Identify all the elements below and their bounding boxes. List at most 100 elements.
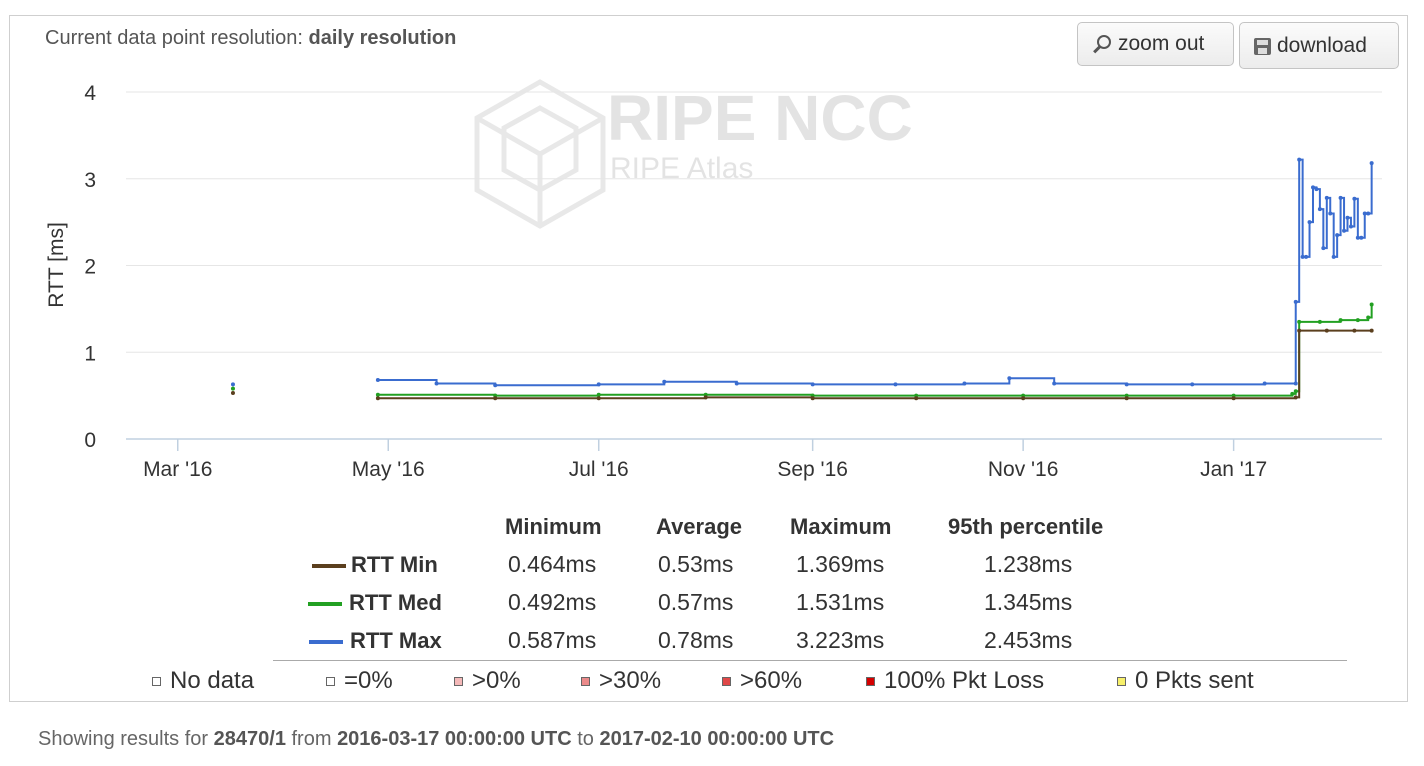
resolution-indicator: Current data point resolution: daily res… (45, 27, 456, 50)
data-point (434, 381, 439, 386)
loss-legend-100[interactable]: 100% Pkt Loss (866, 667, 1044, 695)
rtt-min-maximum: 1.369ms (796, 551, 885, 577)
data-point (1359, 235, 1364, 240)
data-point (962, 381, 967, 386)
data-point (1355, 235, 1360, 240)
data-point (1007, 376, 1012, 381)
loss-legend-zero-sent[interactable]: 0 Pkts sent (1117, 667, 1254, 695)
data-point (1297, 157, 1302, 162)
x-tick-label: Sep '16 (777, 458, 848, 481)
stats-header-minimum: Minimum (505, 514, 602, 539)
footer-from: from (291, 728, 332, 750)
loss-legend-gt0[interactable]: >0% (454, 667, 521, 695)
loss-label: 100% Pkt Loss (884, 667, 1045, 694)
data-point (1369, 302, 1374, 307)
measurement-id: 28470/1 (213, 728, 286, 750)
download-label: download (1277, 33, 1367, 57)
data-point (1293, 395, 1298, 400)
y-tick-label: 4 (84, 82, 96, 105)
loss-label: 0 Pkts sent (1135, 667, 1254, 694)
data-point (1342, 228, 1347, 233)
data-point (230, 391, 235, 396)
x-tick-label: Jan '17 (1200, 458, 1267, 481)
loss-box-icon (326, 676, 335, 686)
data-point (914, 396, 919, 401)
data-point (1338, 195, 1343, 200)
loss-box-icon (454, 676, 463, 686)
y-axis: 0 1 2 3 4 (84, 82, 96, 452)
data-point (1297, 328, 1302, 333)
loss-box-icon (866, 676, 875, 686)
data-point (1324, 328, 1329, 333)
loss-box-icon (152, 676, 161, 686)
series-line (377, 158, 1373, 387)
data-point (1369, 328, 1374, 333)
data-point (1307, 220, 1312, 225)
zoom-out-button[interactable]: zoom out (1077, 22, 1234, 66)
x-tick-label: Mar '16 (143, 458, 212, 481)
data-point (1293, 299, 1298, 304)
data-point (893, 382, 898, 387)
data-point (1324, 195, 1329, 200)
data-point (1021, 396, 1026, 401)
legend-swatch-rtt-med (308, 602, 342, 606)
data-point (1052, 381, 1057, 386)
series-rtt-min (230, 328, 1374, 401)
data-point (230, 386, 235, 391)
rtt-med-p95: 1.345ms (984, 589, 1073, 615)
x-tick-label: May '16 (352, 458, 425, 481)
data-point (1366, 315, 1371, 320)
loss-box-icon (1117, 676, 1126, 686)
data-point (1362, 211, 1367, 216)
rtt-min-p95: 1.238ms (984, 551, 1073, 577)
data-point (734, 381, 739, 386)
loss-label: >30% (599, 667, 662, 694)
data-point (1352, 196, 1357, 201)
rtt-max-maximum: 3.223ms (796, 627, 885, 653)
loss-label: No data (170, 667, 255, 694)
loss-legend-gt30[interactable]: >30% (581, 667, 661, 695)
download-button[interactable]: download (1239, 22, 1399, 69)
series-line (377, 304, 1373, 397)
floppy-disk-icon (1254, 38, 1271, 55)
data-point (1190, 382, 1195, 387)
data-point (1231, 396, 1236, 401)
data-point (662, 379, 667, 384)
legend-rtt-min[interactable]: RTT Min (351, 552, 438, 577)
grid (126, 91, 1382, 353)
stats-header-average: Average (656, 514, 743, 539)
end-time: 2017-02-10 00:00:00 UTC (599, 728, 835, 750)
loss-legend-gt60[interactable]: >60% (722, 667, 802, 695)
data-point (1317, 319, 1322, 324)
loss-legend-no-data[interactable]: No data (152, 667, 254, 695)
data-point (1355, 318, 1360, 323)
rtt-min-minimum: 0.464ms (508, 551, 597, 577)
series-line (377, 329, 1372, 400)
y-tick-label: 1 (84, 342, 96, 365)
magnifier-icon (1092, 34, 1112, 54)
data-point (1331, 254, 1336, 259)
footer-to: to (577, 728, 594, 750)
loss-box-icon (722, 676, 731, 686)
legend-swatch-rtt-min (312, 564, 346, 568)
data-point (1345, 215, 1350, 220)
legend-rtt-med[interactable]: RTT Med (349, 590, 442, 615)
rtt-max-minimum: 0.587ms (508, 627, 597, 653)
legend-separator (273, 660, 1347, 661)
data-point (1335, 233, 1340, 238)
data-point (1290, 391, 1295, 396)
y-tick-label: 3 (84, 169, 96, 192)
data-point (596, 382, 601, 387)
loss-legend-zero[interactable]: =0% (326, 667, 393, 695)
data-point (1348, 224, 1353, 229)
stats-header-p95: 95th percentile (948, 514, 1104, 539)
rtt-med-minimum: 0.492ms (508, 589, 597, 615)
start-time: 2016-03-17 00:00:00 UTC (337, 728, 572, 750)
legend-rtt-max[interactable]: RTT Max (350, 628, 442, 653)
data-point (1293, 381, 1298, 386)
x-axis: Mar '16 May '16 Jul '16 Sep '16 Nov '16 Jan '… (126, 438, 1382, 481)
stats-header-maximum: Maximum (790, 514, 892, 539)
data-point (375, 378, 380, 383)
loss-label: >0% (472, 667, 521, 694)
rtt-max-p95: 2.453ms (984, 627, 1073, 653)
